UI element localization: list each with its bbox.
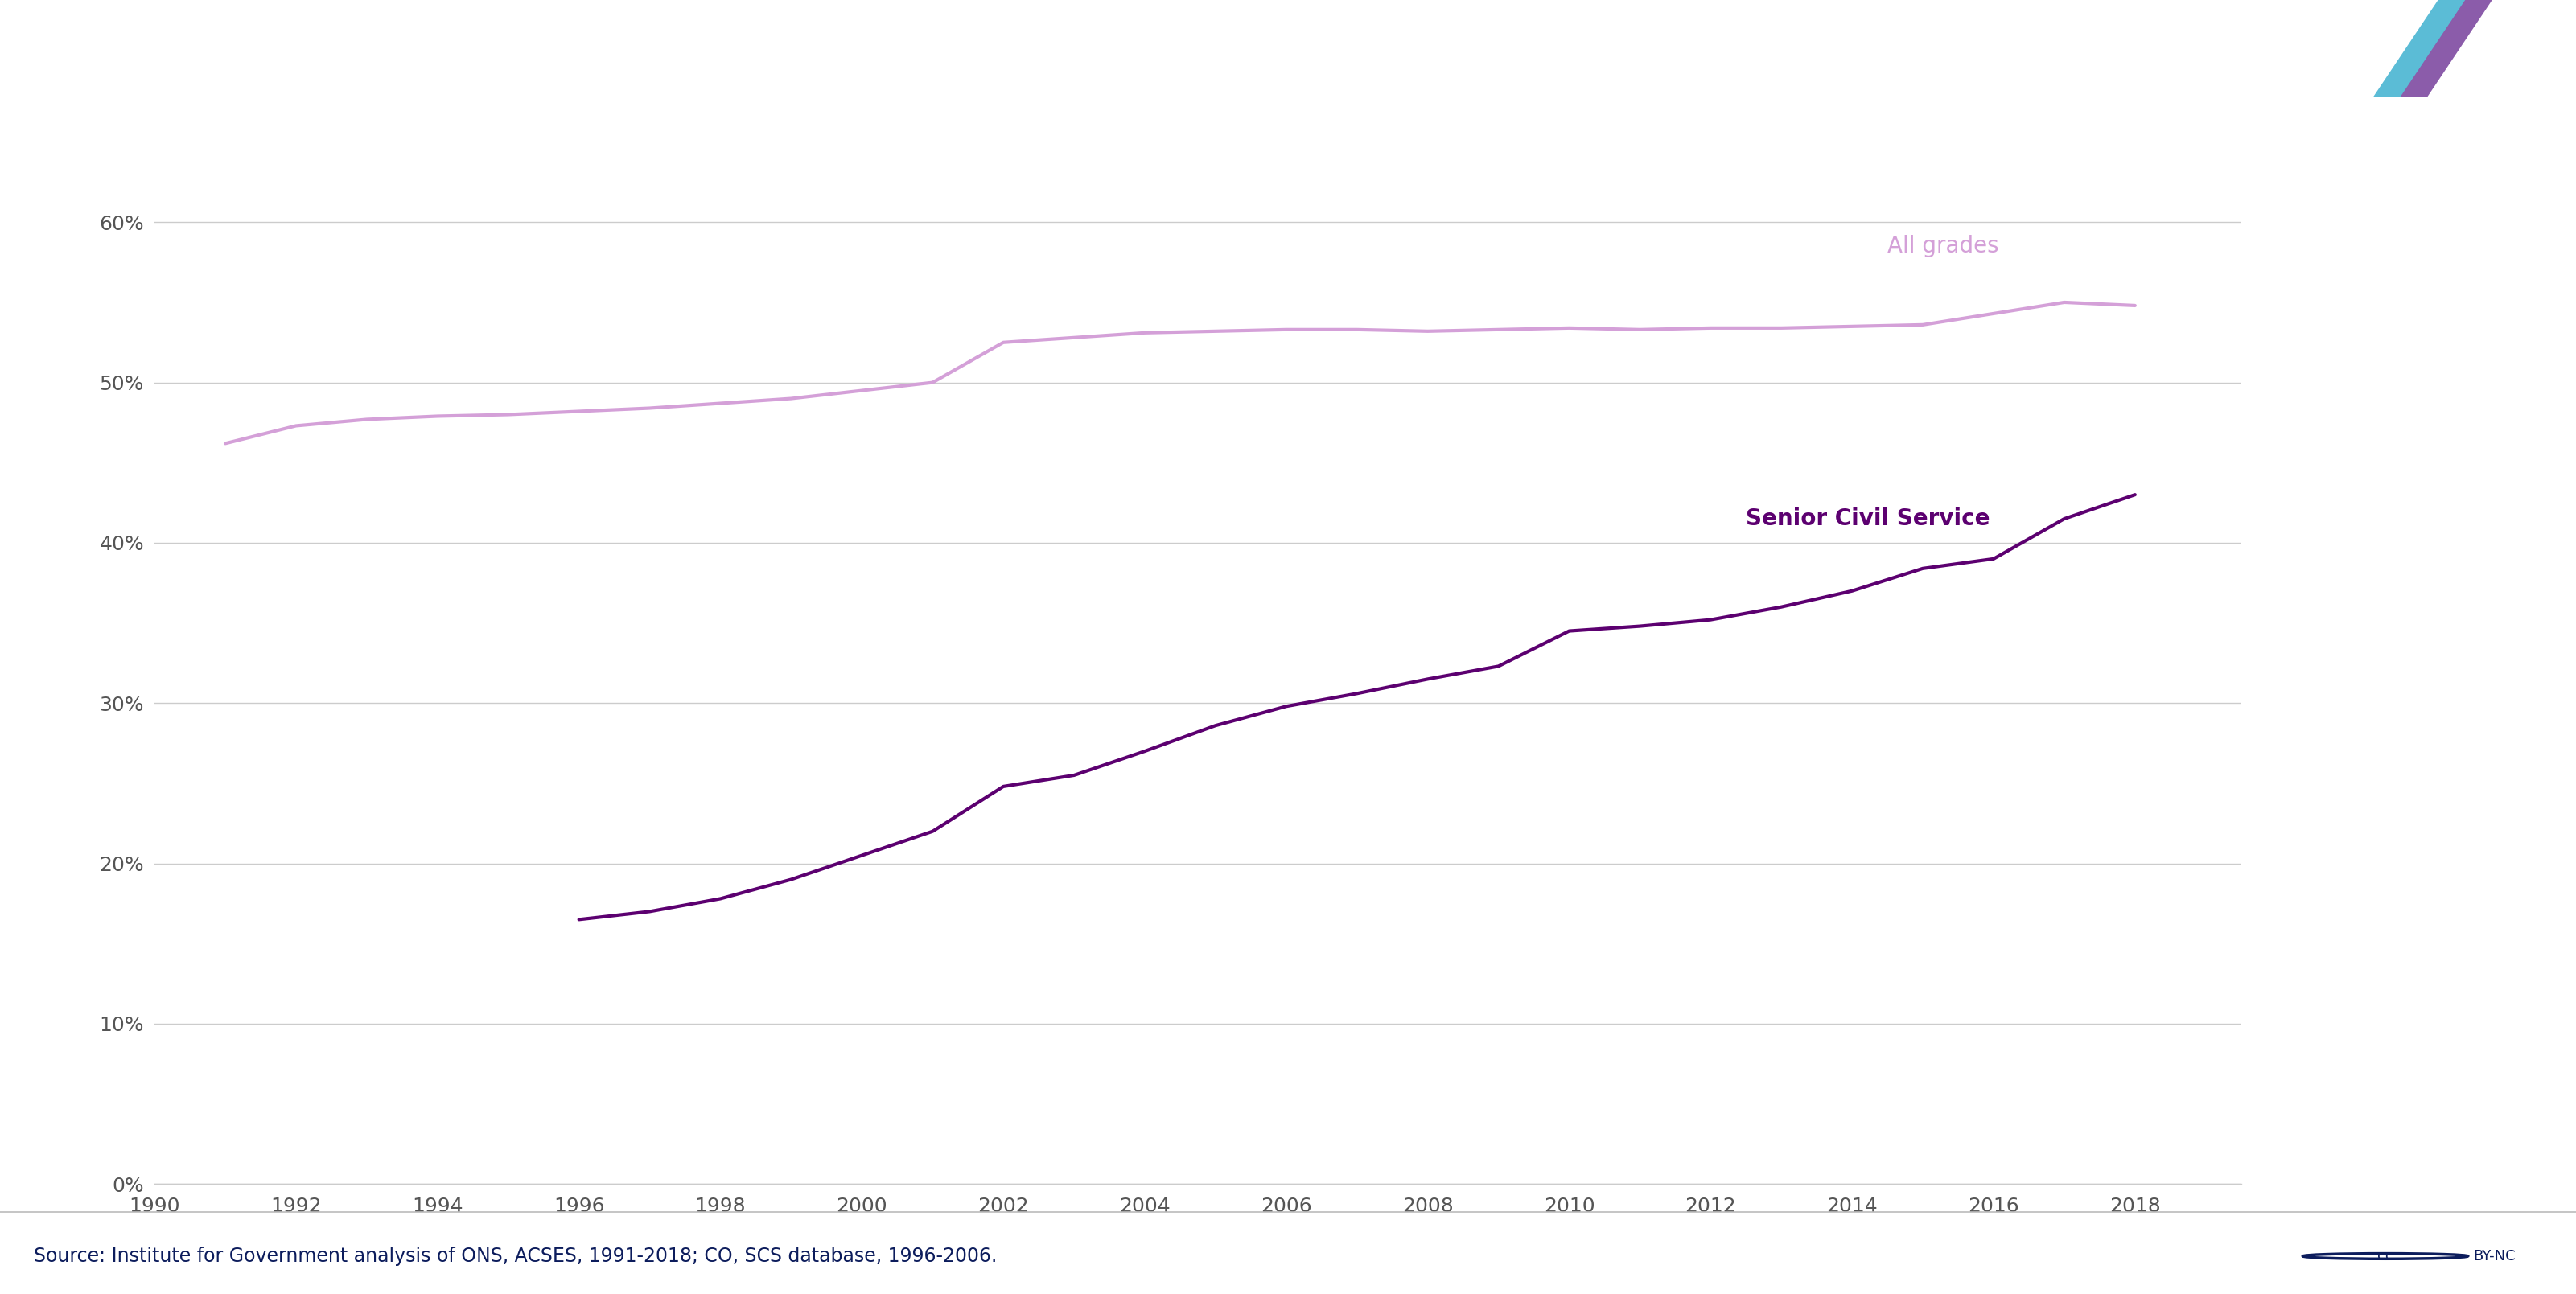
Text: Source: Institute for Government analysis of ONS, ACSES, 1991-2018; CO, SCS data: Source: Institute for Government analysi… [33, 1246, 997, 1266]
Text: IfG: IfG [2501, 26, 2576, 71]
Polygon shape [2372, 0, 2473, 97]
Text: Percentage of women in whole civil service and senior civil service, 1991 to 201: Percentage of women in whole civil servi… [33, 35, 1577, 62]
Text: All grades: All grades [1888, 236, 1999, 258]
Polygon shape [2401, 0, 2491, 97]
Text: BY-NC: BY-NC [2473, 1249, 2514, 1263]
Text: Senior Civil Service: Senior Civil Service [1747, 507, 1991, 531]
Text: cc: cc [2378, 1249, 2393, 1263]
